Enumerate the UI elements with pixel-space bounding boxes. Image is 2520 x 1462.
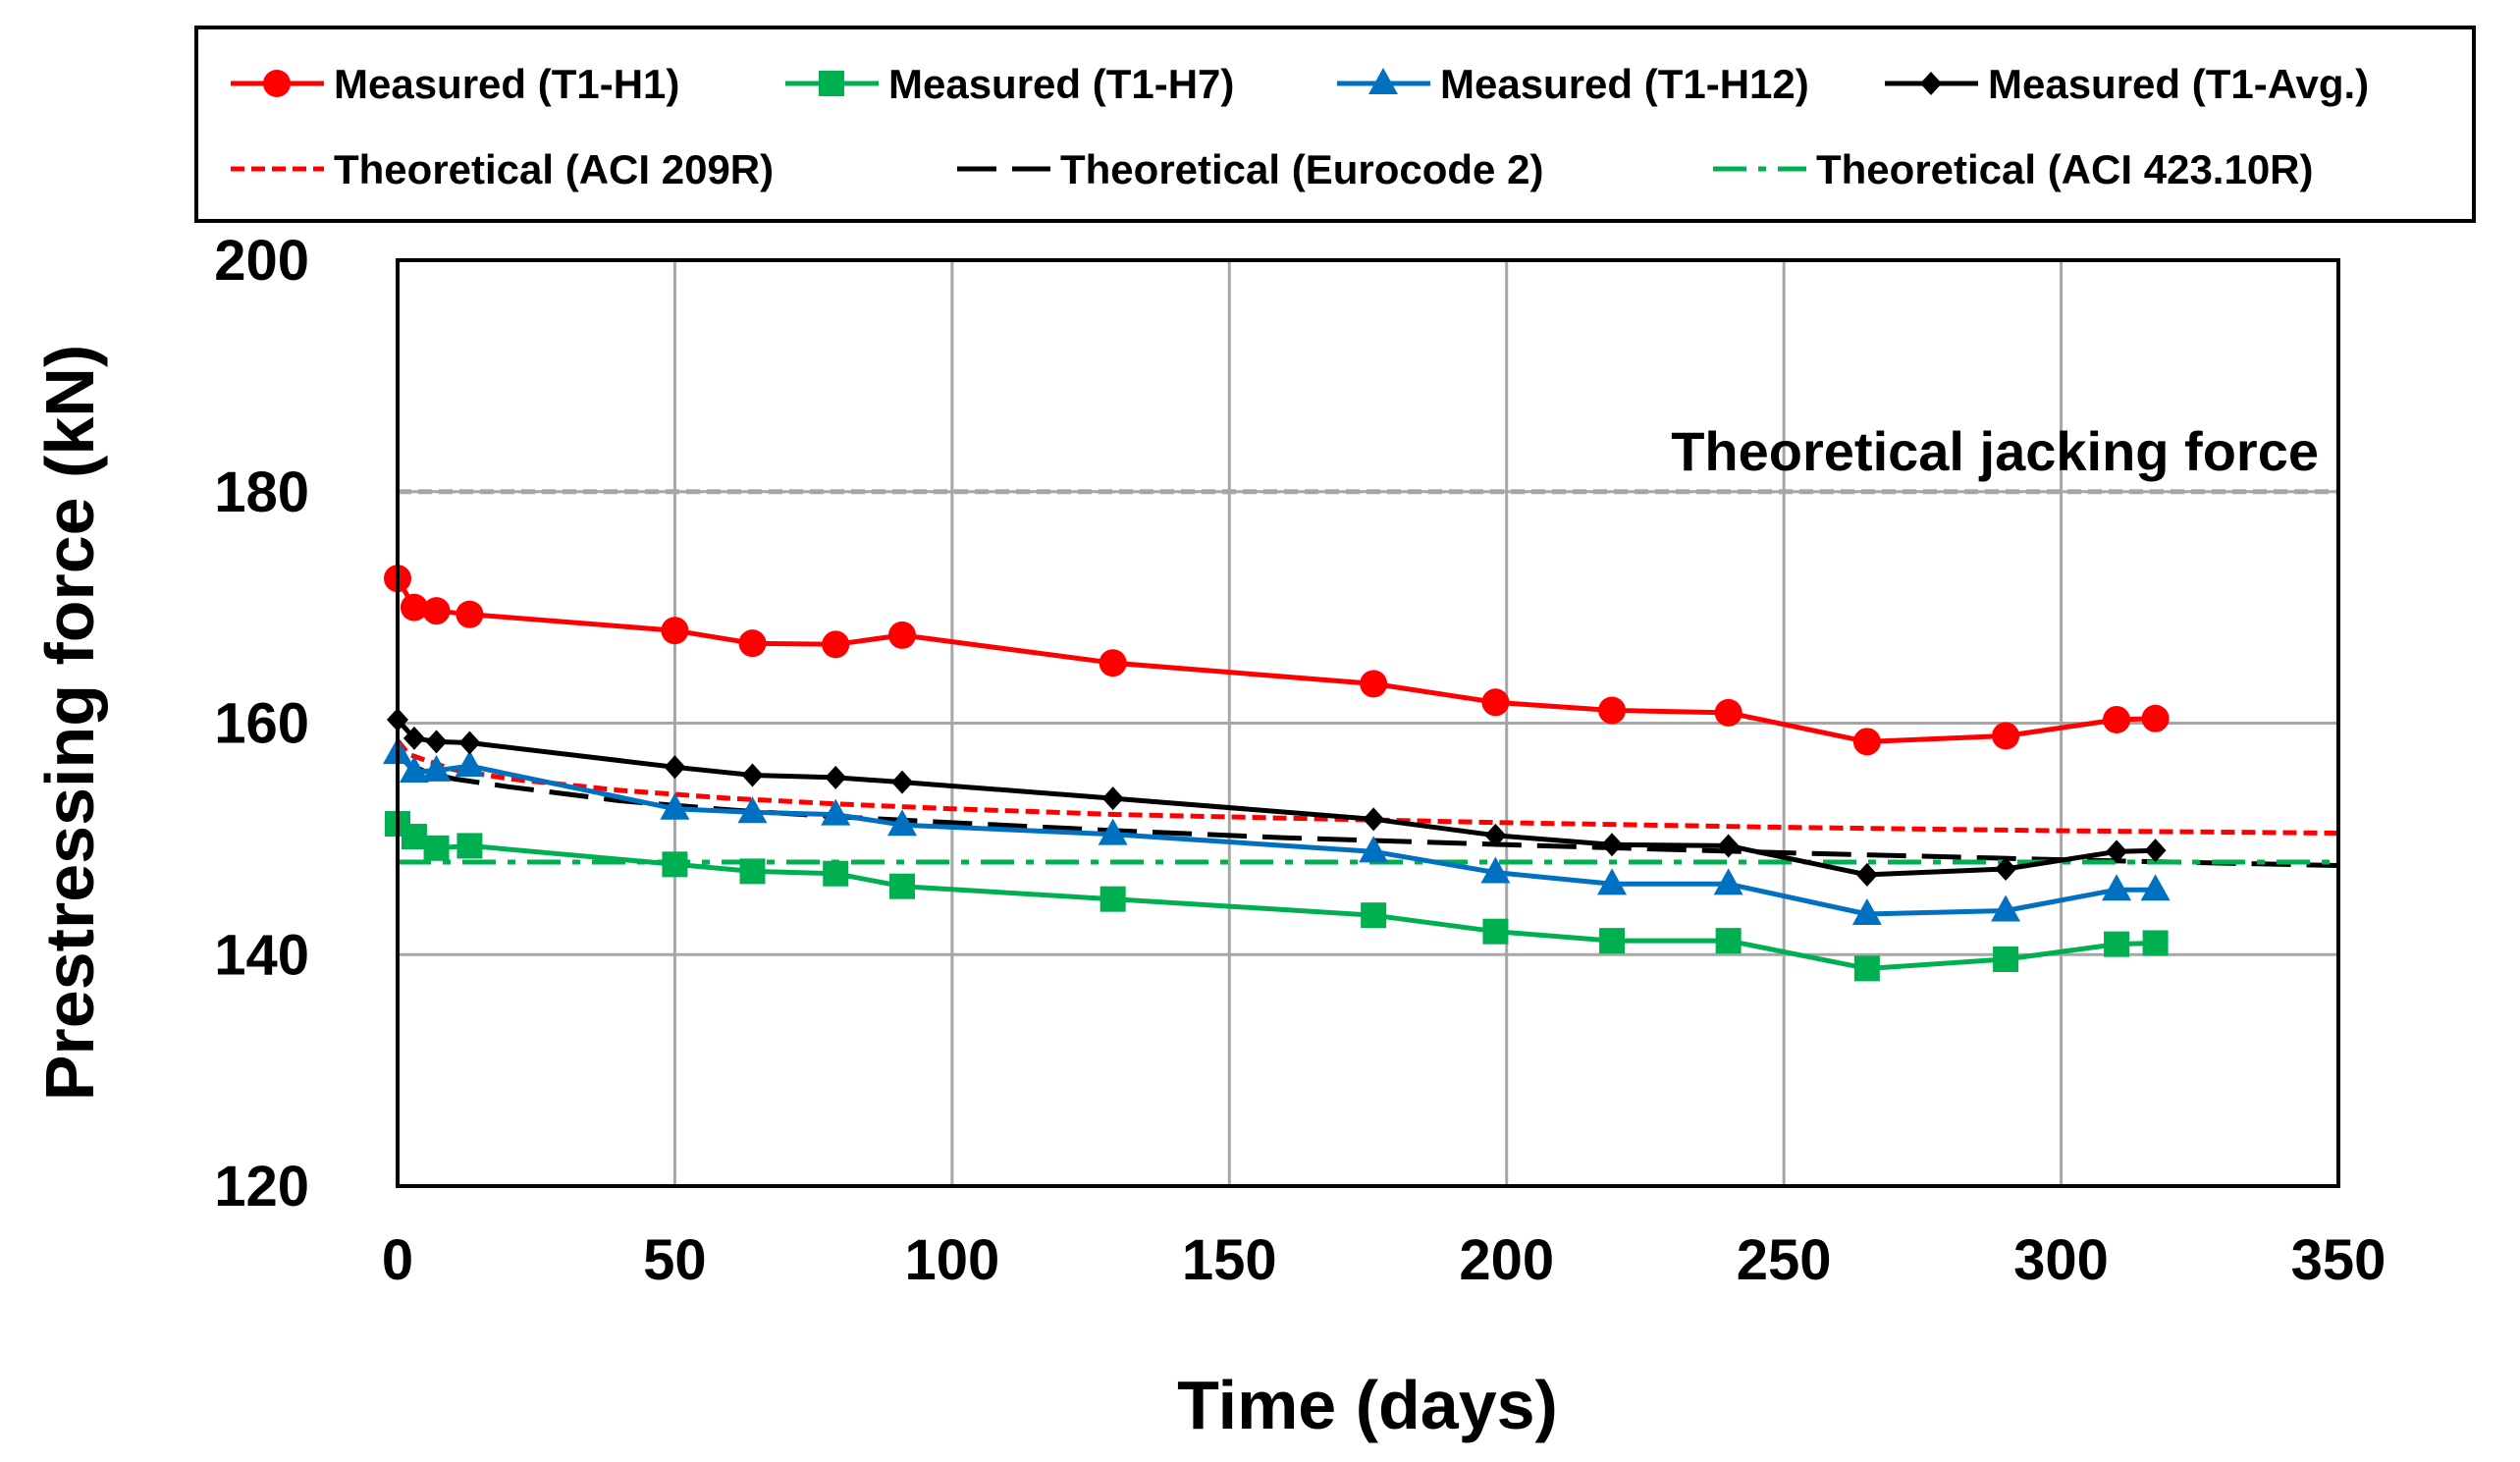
legend-label: Measured (T1-Avg.) [1988, 61, 2369, 107]
data-point [456, 600, 484, 628]
y-tick-label: 160 [214, 692, 309, 756]
data-point [1359, 836, 1389, 863]
data-point [825, 765, 847, 789]
y-axis-title: Prestressing force (kN) [31, 345, 108, 1101]
data-point [741, 763, 764, 787]
data-point [1480, 856, 1511, 884]
x-tick-label: 300 [2013, 1228, 2109, 1292]
data-point [1361, 902, 1387, 929]
data-point [1598, 696, 1627, 725]
data-point [1713, 868, 1743, 895]
data-point [2141, 704, 2170, 732]
plot-border [396, 258, 2340, 1188]
legend-label: Theoretical (ACI 423.10R) [1816, 146, 2314, 192]
data-point [1099, 649, 1127, 677]
legend: Measured (T1-H1) Measured (T1-H7) Measured… [231, 61, 2369, 192]
data-point [661, 617, 689, 645]
data-point [425, 730, 448, 754]
data-point [2103, 705, 2131, 733]
data-point [2102, 874, 2132, 901]
data-point [1855, 862, 1878, 887]
data-point [887, 809, 918, 837]
data-point [888, 621, 917, 649]
legend-marker [1920, 72, 1942, 95]
markers [383, 565, 2171, 982]
data-point [1599, 928, 1626, 954]
legend-marker [819, 71, 844, 96]
data-point [1995, 857, 2017, 882]
data-point [889, 873, 916, 899]
data-point [1715, 928, 1742, 954]
data-point [399, 756, 429, 784]
data-point [2104, 931, 2130, 957]
x-tick-label: 150 [1182, 1228, 1277, 1292]
data-point [421, 754, 452, 782]
data-point [737, 796, 768, 824]
data-point [1597, 868, 1628, 895]
data-point [1601, 833, 1624, 857]
legend-marker [263, 70, 291, 97]
x-axis-ticks: 0 50 100 150 200 250 300 350 [382, 1228, 2386, 1292]
data-point [823, 860, 849, 887]
data-point [660, 792, 690, 820]
jacking-force-label: Theoretical jacking force [1671, 420, 2319, 482]
data-point [1360, 670, 1388, 698]
data-point [1099, 886, 1126, 912]
legend-label: Measured (T1-H7) [888, 61, 1234, 107]
data-point [2106, 839, 2128, 864]
data-point [2144, 839, 2167, 863]
x-tick-label: 200 [1459, 1228, 1554, 1292]
y-tick-label: 120 [214, 1155, 309, 1218]
data-point [1482, 918, 1509, 945]
data-point [2140, 874, 2171, 901]
data-point [821, 798, 851, 826]
x-tick-label: 50 [643, 1228, 707, 1292]
legend-box [194, 26, 2476, 223]
x-tick-label: 100 [904, 1228, 999, 1292]
annotations: Theoretical jacking force [1671, 420, 2319, 482]
data-point [1101, 786, 1124, 811]
y-axis-ticks: 120 140 160 180 200 [214, 229, 309, 1218]
data-point [402, 726, 425, 750]
legend-label: Measured (T1-H12) [1440, 61, 1809, 107]
y-tick-label: 180 [214, 460, 309, 524]
y-tick-label: 200 [214, 229, 309, 293]
data-point [1363, 807, 1385, 832]
data-point [1852, 728, 1881, 756]
data-point [1853, 955, 1880, 982]
data-point [1993, 946, 2019, 972]
data-point [1851, 897, 1882, 925]
legend-marker [1368, 68, 1398, 94]
data-point [1098, 818, 1128, 845]
data-point [1992, 722, 2020, 750]
data-point [891, 770, 914, 794]
data-point [456, 833, 483, 859]
data-point [401, 824, 427, 850]
legend-label: Measured (T1-H1) [334, 61, 679, 107]
legend-label: Theoretical (ACI 209R) [334, 146, 774, 192]
data-point [1991, 894, 2021, 922]
data-point [458, 731, 481, 755]
y-tick-label: 140 [214, 923, 309, 987]
data-point [1481, 688, 1510, 717]
x-tick-label: 350 [2291, 1228, 2386, 1292]
data-point [662, 851, 688, 878]
data-point [400, 593, 428, 622]
data-point [423, 835, 450, 861]
data-point [1717, 834, 1740, 858]
data-point [739, 858, 766, 885]
legend-label: Theoretical (Eurocode 2) [1060, 146, 1543, 192]
data-point [664, 755, 686, 780]
x-tick-label: 250 [1737, 1228, 1832, 1292]
x-axis-title: Time (days) [1177, 1367, 1558, 1443]
data-point [822, 630, 850, 659]
x-tick-label: 0 [382, 1228, 413, 1292]
data-point [738, 629, 767, 658]
data-point [422, 597, 451, 625]
data-point [1714, 698, 1743, 727]
data-point [1484, 823, 1507, 847]
data-point [455, 750, 485, 778]
data-point [2142, 930, 2169, 956]
